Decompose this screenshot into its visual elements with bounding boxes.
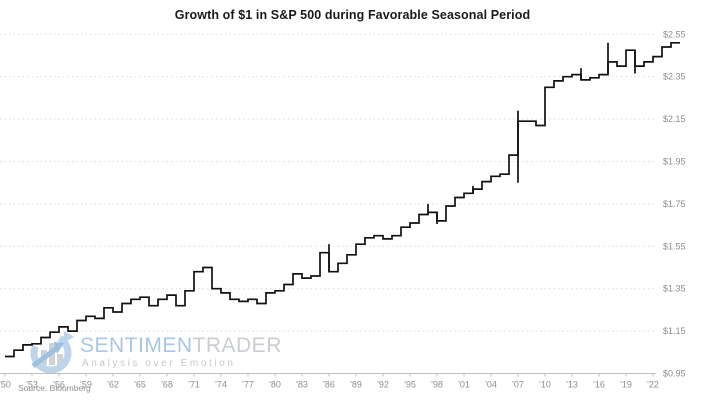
x-tick-label: '07 bbox=[512, 380, 524, 390]
x-tick-label: '13 bbox=[566, 380, 578, 390]
x-tick-label: '01 bbox=[458, 380, 470, 390]
x-tick-label: '59 bbox=[80, 380, 92, 390]
x-tick-label: '86 bbox=[323, 380, 335, 390]
x-tick-label: '19 bbox=[620, 380, 632, 390]
x-tick-label: '22 bbox=[647, 380, 659, 390]
y-tick-label: $2.55 bbox=[663, 29, 686, 39]
x-tick-label: '65 bbox=[134, 380, 146, 390]
y-tick-label: $1.95 bbox=[663, 157, 686, 167]
x-tick-label: '50 bbox=[0, 380, 11, 390]
watermark-brand-secondary: TRADER bbox=[192, 334, 282, 357]
y-tick-label: $1.75 bbox=[663, 199, 686, 209]
y-tick-label: $1.15 bbox=[663, 326, 686, 336]
sentimentrader-logo-icon bbox=[30, 331, 74, 374]
x-tick-label: '98 bbox=[431, 380, 443, 390]
watermark-brand: SENTIMENTRADER bbox=[80, 334, 282, 358]
x-tick-label: '16 bbox=[593, 380, 605, 390]
x-tick-label: '92 bbox=[377, 380, 389, 390]
x-tick-label: '68 bbox=[161, 380, 173, 390]
source-note: Source: Bloomberg bbox=[18, 383, 91, 393]
y-tick-label: $1.55 bbox=[663, 241, 686, 251]
x-tick-label: '53 bbox=[26, 380, 38, 390]
x-tick-label: '89 bbox=[350, 380, 362, 390]
chart-title: Growth of $1 in S&P 500 during Favorable… bbox=[174, 8, 531, 22]
x-tick-label: '95 bbox=[404, 380, 416, 390]
logo-arrowhead bbox=[63, 331, 74, 343]
x-tick-label: '77 bbox=[242, 380, 254, 390]
y-tick-label: $2.35 bbox=[663, 72, 686, 82]
x-tick-label: '56 bbox=[53, 380, 65, 390]
logo-trend-arrow bbox=[31, 346, 59, 368]
x-tick-label: '74 bbox=[215, 380, 227, 390]
x-tick-label: '71 bbox=[188, 380, 200, 390]
x-tick-label: '04 bbox=[485, 380, 497, 390]
y-tick-label: $0.95 bbox=[663, 369, 686, 379]
x-tick-label: '10 bbox=[539, 380, 551, 390]
y-tick-label: $2.15 bbox=[663, 114, 686, 124]
price-step-line bbox=[5, 41, 680, 358]
logo-trend-arrowhead bbox=[54, 342, 64, 354]
sentimentrader-watermark: SENTIMENTRADER Analysis over Emotion bbox=[24, 328, 284, 380]
x-tick-label: '83 bbox=[296, 380, 308, 390]
logo-bar bbox=[57, 354, 63, 365]
watermark-brand-primary: SENTIMEN bbox=[80, 334, 193, 357]
y-tick-label: $1.35 bbox=[663, 284, 686, 294]
watermark-tagline: Analysis over Emotion bbox=[82, 358, 236, 369]
x-tick-label: '62 bbox=[107, 380, 119, 390]
x-tick-label: '80 bbox=[269, 380, 281, 390]
